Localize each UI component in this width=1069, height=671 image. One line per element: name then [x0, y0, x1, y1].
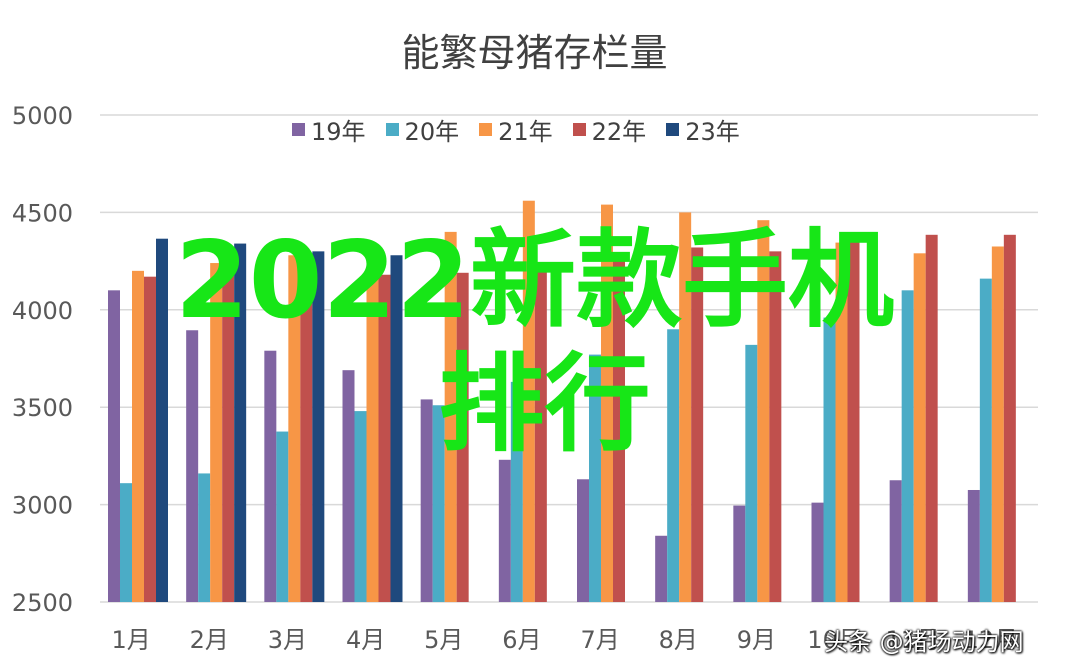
- bar-22年-1月: [144, 276, 156, 602]
- legend-label: 19年: [311, 118, 366, 146]
- x-tick-label: 9月: [737, 626, 776, 654]
- bar-22年-8月: [691, 247, 704, 603]
- bar-21年-12月: [991, 246, 1004, 603]
- x-tick-label: 12月: [964, 626, 1019, 654]
- bar-21年-9月: [757, 220, 770, 602]
- legend-label: 20年: [404, 118, 460, 146]
- bar-20年-7月: [589, 354, 601, 602]
- y-tick-label: 5000: [12, 102, 73, 130]
- x-tick-label: 3月: [268, 626, 307, 654]
- bar-19年-1月: [108, 290, 120, 602]
- legend-swatch: [666, 123, 680, 136]
- legend-swatch: [292, 123, 305, 136]
- bar-21年-11月: [913, 253, 926, 603]
- y-tick-label: 2500: [12, 589, 73, 617]
- bar-22年-10月: [847, 236, 860, 602]
- bar-19年-9月: [733, 505, 746, 602]
- bar-22年-5月: [456, 272, 469, 602]
- bar-21年-2月: [210, 263, 223, 602]
- legend-label: 22年: [591, 118, 647, 146]
- bar-21年-7月: [601, 204, 613, 602]
- bar-22年-11月: [925, 234, 938, 602]
- bar-19年-3月: [264, 350, 277, 602]
- bar-21年-1月: [132, 270, 144, 602]
- x-tick-label: 6月: [502, 626, 541, 654]
- bar-23年-4月: [390, 255, 403, 603]
- bar-20年-10月: [823, 317, 836, 602]
- y-tick-label: 4000: [12, 297, 73, 325]
- bar-20年-2月: [198, 473, 211, 602]
- legend-label: 23年: [685, 118, 740, 146]
- bar-19年-11月: [889, 480, 902, 602]
- y-tick-label: 4500: [12, 199, 73, 227]
- bar-22年-3月: [300, 276, 313, 602]
- bar-19年-12月: [967, 489, 980, 602]
- bar-20年-3月: [276, 431, 289, 602]
- bar-21年-8月: [679, 212, 692, 602]
- legend-item: 23年: [666, 112, 740, 147]
- bar-19年-10月: [811, 502, 824, 602]
- axis: 5000 4500 4000 3500 3000 2500 1月 2月 3月 4月 5月 6月 7月 8月…: [12, 102, 1018, 654]
- x-tick-label: 1月: [111, 626, 150, 654]
- legend-swatch: [385, 123, 399, 136]
- bar-21年-6月: [522, 200, 535, 602]
- legend-swatch: [572, 123, 586, 136]
- x-tick-label: 10月: [807, 626, 862, 654]
- overlay-subheadline: 排行: [438, 343, 651, 466]
- bar-21年-5月: [444, 231, 457, 602]
- x-tick-label: 8月: [659, 626, 698, 654]
- x-tick-label: 11月: [885, 626, 940, 654]
- bar-20年-11月: [901, 290, 914, 602]
- bar-20年-9月: [745, 344, 758, 602]
- bar-20年-12月: [979, 278, 992, 602]
- bar-19年-5月: [420, 399, 433, 602]
- y-tick-label: 3000: [12, 492, 73, 520]
- bar-22年-9月: [769, 251, 782, 603]
- x-tick-label: 2月: [190, 626, 229, 654]
- legend: 19年 20年 21年 22年 23年: [292, 112, 740, 147]
- watermark: 头条 @猪场动力网: [824, 628, 1024, 656]
- bar-19年-8月: [655, 535, 668, 602]
- chart-title: 能繁母猪存栏量: [401, 31, 668, 75]
- bar-23年-2月: [234, 243, 247, 602]
- bar-19年-7月: [577, 479, 589, 602]
- bar-21年-3月: [288, 255, 301, 603]
- bar-23年-1月: [156, 238, 168, 602]
- bar-19年-6月: [498, 459, 511, 602]
- grid-lines: [100, 114, 1038, 603]
- x-tick-label: 4月: [346, 626, 385, 654]
- bar-21年-10月: [835, 242, 848, 602]
- bar-22年-2月: [222, 259, 235, 602]
- bar-19年-2月: [186, 330, 199, 602]
- bar-21年-4月: [366, 247, 379, 603]
- bar-20年-4月: [354, 411, 367, 602]
- legend-item: 22年: [572, 112, 647, 147]
- legend-item: 19年: [292, 112, 366, 147]
- bar-22年-7月: [613, 253, 625, 603]
- y-tick-label: 3500: [12, 394, 73, 422]
- bar-20年-8月: [667, 329, 680, 602]
- legend-item: 20年: [385, 112, 460, 147]
- bar-22年-6月: [534, 266, 547, 602]
- bar-20年-6月: [510, 381, 523, 602]
- legend-item: 21年: [479, 112, 553, 147]
- legend-swatch: [479, 123, 493, 136]
- bar-20年-1月: [120, 483, 132, 602]
- bar-22年-12月: [1003, 234, 1016, 602]
- overlay-headline: 2022新款手机: [174, 219, 895, 342]
- bars: [108, 200, 1016, 603]
- bar-19年-4月: [342, 370, 355, 602]
- x-tick-label: 5月: [424, 626, 463, 654]
- bar-22年-4月: [378, 274, 391, 602]
- x-tick-label: 7月: [580, 626, 619, 654]
- legend-label: 21年: [498, 118, 553, 146]
- bar-20年-5月: [432, 405, 445, 602]
- bar-23年-3月: [312, 251, 325, 603]
